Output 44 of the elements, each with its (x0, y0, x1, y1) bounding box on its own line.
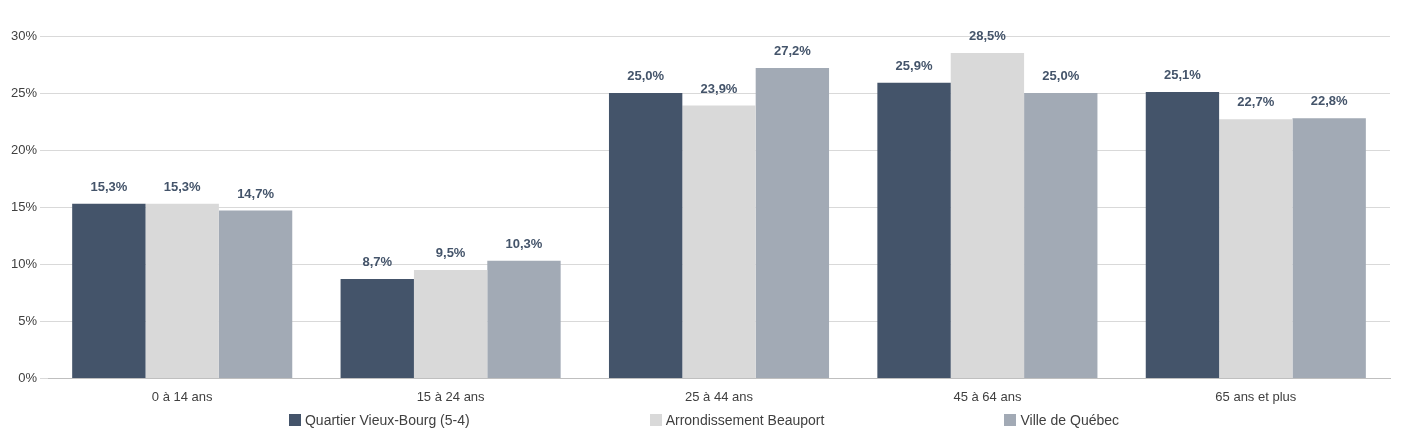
y-tick-label: 15% (10, 198, 38, 214)
bar (1219, 119, 1293, 378)
data-label: 25,1% (1164, 67, 1202, 82)
data-label: 25,9% (895, 57, 933, 73)
bar (413, 269, 488, 378)
data-label: 27,2% (773, 43, 812, 59)
data-label: 25,0% (1042, 68, 1080, 84)
y-tick-label: 30% (10, 27, 38, 43)
x-tick-label: 15 à 24 ans (416, 388, 486, 404)
x-tick-label: 45 à 64 ans (953, 388, 1022, 404)
bar (682, 105, 756, 378)
data-label: 14,7% (237, 185, 275, 201)
bar (218, 210, 293, 378)
data-label: 15,3% (163, 178, 202, 194)
bar (340, 279, 414, 378)
data-label: 22,7% (1237, 94, 1275, 110)
y-tick-label: 5% (18, 312, 38, 328)
bar (755, 67, 830, 378)
bar (1145, 91, 1220, 378)
data-label: 8,7% (362, 254, 393, 270)
x-tick-label: 65 ans et plus (1215, 388, 1297, 404)
data-label: 22,8% (1310, 93, 1349, 109)
bar (487, 260, 561, 378)
bar (1292, 118, 1366, 378)
data-label: 28,5% (968, 28, 1007, 44)
data-label: 10,3% (505, 235, 543, 251)
y-tick-label: 20% (10, 141, 38, 157)
x-tick-label: 0 à 14 ans (151, 388, 214, 404)
bar (1024, 93, 1098, 378)
x-tick-label: 25 à 44 ans (685, 388, 754, 404)
bar (877, 82, 951, 378)
y-tick-label: 0% (18, 369, 38, 385)
bar (72, 203, 146, 378)
y-tick-label: 25% (10, 84, 38, 100)
data-label: 23,9% (700, 80, 738, 96)
legend-label: Quartier Vieux-Bourg (5-4) (304, 412, 470, 428)
data-label: 9,5% (435, 245, 466, 261)
bar (608, 93, 683, 378)
bar (950, 53, 1025, 378)
legend-label: Arrondissement Beauport (665, 412, 825, 428)
data-label: 15,3% (90, 178, 128, 194)
data-label: 25,0% (627, 68, 665, 84)
y-tick-label: 10% (10, 255, 38, 271)
legend-label: Ville de Québec (1020, 412, 1120, 428)
